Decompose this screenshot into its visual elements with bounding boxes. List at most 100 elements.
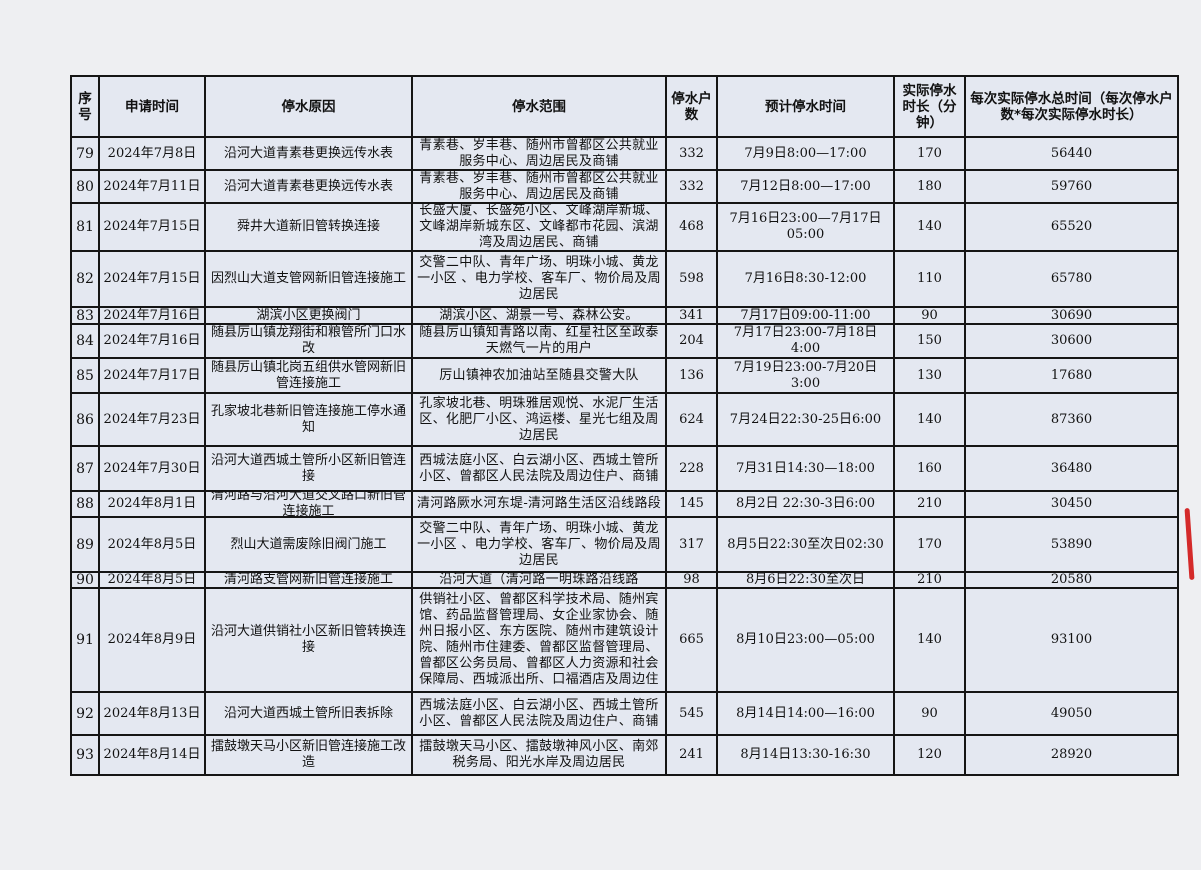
header-reason: 停水原因	[204, 75, 413, 138]
outage-scope: 孔家坡北巷、明珠雅居观悦、水泥厂生活区、化肥厂小区、鸿运楼、星光七组及周边居民	[419, 395, 659, 443]
household-count-cell: 317	[665, 516, 718, 573]
total-outage-time-cell: 36480	[964, 445, 1179, 492]
actual-minutes: 210	[917, 573, 942, 587]
household-count-cell: 598	[665, 250, 718, 308]
planned-time-cell: 7月12日8:00—17:00	[716, 169, 895, 204]
total-outage-time-cell: 28920	[964, 734, 1179, 776]
table-header-row: 序号 申请时间 停水原因 停水范围 停水户数 预计停水时间 实际停水时长（分钟）…	[70, 75, 1179, 138]
actual-minutes: 110	[917, 271, 942, 286]
total-outage-time-cell: 49050	[964, 691, 1179, 736]
outage-scope-cell: 交警二中队、青年广场、明珠小城、黄龙一小区 、电力学校、客车厂、物价局及周边居民	[411, 250, 667, 308]
outage-reason-cell: 随县厉山镇北岗五组供水管网新旧管连接施工	[204, 357, 413, 394]
table-row: 81 2024年7月15日 舜井大道新旧管转换连接 长盛大厦、长盛苑小区、文峰湖岸新城…	[70, 202, 1179, 252]
table-row: 80 2024年7月11日 沿河大道青素巷更换远传水表 青素巷、岁丰巷、随州市曾都区公…	[70, 169, 1179, 204]
row-number: 83	[76, 308, 94, 323]
planned-time-cell: 8月6日22:30至次日	[716, 571, 895, 589]
outage-reason-cell: 沿河大道西城土管所旧表拆除	[204, 691, 413, 736]
outage-reason: 舜井大道新旧管转换连接	[236, 219, 380, 234]
request-date: 2024年8月5日	[107, 573, 197, 587]
outage-scope: 湖滨小区、湖景一号、森林公安。	[439, 308, 639, 323]
actual-minutes: 130	[917, 367, 942, 383]
actual-minutes-cell: 130	[893, 357, 966, 394]
row-number: 84	[76, 333, 94, 349]
outage-scope: 随县厉山镇知青路以南、红星社区至政泰天燃气一片的用户	[419, 325, 659, 356]
planned-time-cell: 7月17日23:00-7月18日4:00	[716, 323, 895, 359]
outage-scope-cell: 沿河大道（清河路一明珠路沿线路	[411, 571, 667, 589]
request-date: 2024年8月1日	[107, 496, 197, 511]
outage-reason-cell: 孔家坡北巷新旧管连接施工停水通知	[204, 392, 413, 447]
table-row: 85 2024年7月17日 随县厉山镇北岗五组供水管网新旧管连接施工 厉山镇神农加油站…	[70, 357, 1179, 394]
row-number-cell: 82	[70, 250, 100, 308]
request-date-cell: 2024年7月16日	[98, 306, 206, 325]
actual-minutes: 140	[917, 632, 942, 647]
request-date-cell: 2024年7月16日	[98, 323, 206, 359]
outage-scope-cell: 孔家坡北巷、明珠雅居观悦、水泥厂生活区、化肥厂小区、鸿运楼、星光七组及周边居民	[411, 392, 667, 447]
request-date-cell: 2024年7月23日	[98, 392, 206, 447]
request-date-cell: 2024年8月5日	[98, 516, 206, 573]
outage-reason-cell: 舜井大道新旧管转换连接	[204, 202, 413, 252]
row-number: 87	[76, 460, 94, 477]
request-date-cell: 2024年8月1日	[98, 490, 206, 518]
table-row: 87 2024年7月30日 沿河大道西城土管所小区新旧管连接 西城法庭小区、白云湖小区…	[70, 445, 1179, 492]
household-count: 332	[679, 145, 704, 161]
outage-reason: 湖滨小区更换阀门	[256, 308, 361, 323]
outage-scope-cell: 随县厉山镇知青路以南、红星社区至政泰天燃气一片的用户	[411, 323, 667, 359]
total-outage-time-cell: 30690	[964, 306, 1179, 325]
household-count-cell: 228	[665, 445, 718, 492]
actual-minutes-cell: 170	[893, 136, 966, 171]
outage-reason-cell: 清河路与沿河大道交叉路口新旧管连接施工	[204, 490, 413, 518]
request-date-cell: 2024年8月5日	[98, 571, 206, 589]
outage-scope: 长盛大厦、长盛苑小区、文峰湖岸新城、文峰湖岸新城东区、文峰都市花园、滨湖湾及周边…	[419, 204, 659, 250]
total-outage-time: 28920	[1050, 747, 1093, 762]
planned-time-cell: 7月17日09:00-11:00	[716, 306, 895, 325]
total-outage-time: 56440	[1050, 145, 1093, 161]
outage-scope-cell: 湖滨小区、湖景一号、森林公安。	[411, 306, 667, 325]
total-outage-time: 93100	[1050, 632, 1093, 647]
household-count-cell: 468	[665, 202, 718, 252]
total-outage-time: 65520	[1050, 219, 1093, 234]
outage-scope-cell: 长盛大厦、长盛苑小区、文峰湖岸新城、文峰湖岸新城东区、文峰都市花园、滨湖湾及周边…	[411, 202, 667, 252]
row-number-cell: 84	[70, 323, 100, 359]
row-number-cell: 90	[70, 571, 100, 589]
actual-minutes-cell: 110	[893, 250, 966, 308]
red-pen-mark	[1184, 507, 1195, 581]
planned-time-cell: 7月16日8:30-12:00	[716, 250, 895, 308]
request-date: 2024年7月16日	[103, 308, 201, 323]
planned-time: 7月16日23:00—7月17日05:00	[729, 211, 882, 242]
actual-minutes-cell: 90	[893, 691, 966, 736]
planned-time: 7月17日23:00-7月18日4:00	[733, 325, 878, 356]
outage-reason-cell: 烈山大道需废除旧阀门施工	[204, 516, 413, 573]
planned-time-cell: 7月16日23:00—7月17日05:00	[716, 202, 895, 252]
planned-time: 7月9日8:00—17:00	[744, 145, 867, 161]
request-date: 2024年7月17日	[103, 367, 201, 383]
total-outage-time: 17680	[1050, 367, 1093, 383]
planned-time: 8月10日23:00—05:00	[736, 632, 875, 647]
total-outage-time: 87360	[1050, 411, 1093, 427]
household-count: 332	[679, 178, 704, 194]
planned-time: 7月24日22:30-25日6:00	[729, 411, 882, 427]
actual-minutes-cell: 150	[893, 323, 966, 359]
request-date-cell: 2024年8月9日	[98, 587, 206, 693]
household-count-cell: 136	[665, 357, 718, 394]
total-outage-time: 30690	[1050, 308, 1093, 323]
household-count: 468	[679, 219, 704, 234]
table-row: 86 2024年7月23日 孔家坡北巷新旧管连接施工停水通知 孔家坡北巷、明珠雅居观悦…	[70, 392, 1179, 447]
total-outage-time-cell: 56440	[964, 136, 1179, 171]
row-number-cell: 87	[70, 445, 100, 492]
outage-reason: 沿河大道青素巷更换远传水表	[223, 178, 393, 194]
household-count-cell: 241	[665, 734, 718, 776]
table-row: 83 2024年7月16日 湖滨小区更换阀门 湖滨小区、湖景一号、森林公安。 341 7月…	[70, 306, 1179, 325]
planned-time: 8月14日14:00—16:00	[736, 705, 875, 721]
outage-reason: 清河路支管网新旧管连接施工	[223, 573, 393, 587]
total-outage-time: 30450	[1050, 496, 1093, 511]
outage-scope-cell: 西城法庭小区、白云湖小区、西城土管所小区、曾都区人民法院及周边住户、商铺	[411, 445, 667, 492]
table-row: 91 2024年8月9日 沿河大道供销社小区新旧管转换连接 供销社小区、曾都区科学技术…	[70, 587, 1179, 693]
household-count-cell: 332	[665, 136, 718, 171]
row-number-cell: 86	[70, 392, 100, 447]
outage-scope-cell: 擂鼓墩天马小区、擂鼓墩神风小区、南郊税务局、阳光水岸及周边居民	[411, 734, 667, 776]
water-outage-table: 序号 申请时间 停水原因 停水范围 停水户数 预计停水时间 实际停水时长（分钟）…	[70, 75, 1179, 776]
actual-minutes-cell: 140	[893, 587, 966, 693]
outage-scope: 厉山镇神农加油站至随县交警大队	[439, 367, 639, 383]
request-date: 2024年7月11日	[103, 178, 201, 194]
actual-minutes: 140	[917, 219, 942, 234]
